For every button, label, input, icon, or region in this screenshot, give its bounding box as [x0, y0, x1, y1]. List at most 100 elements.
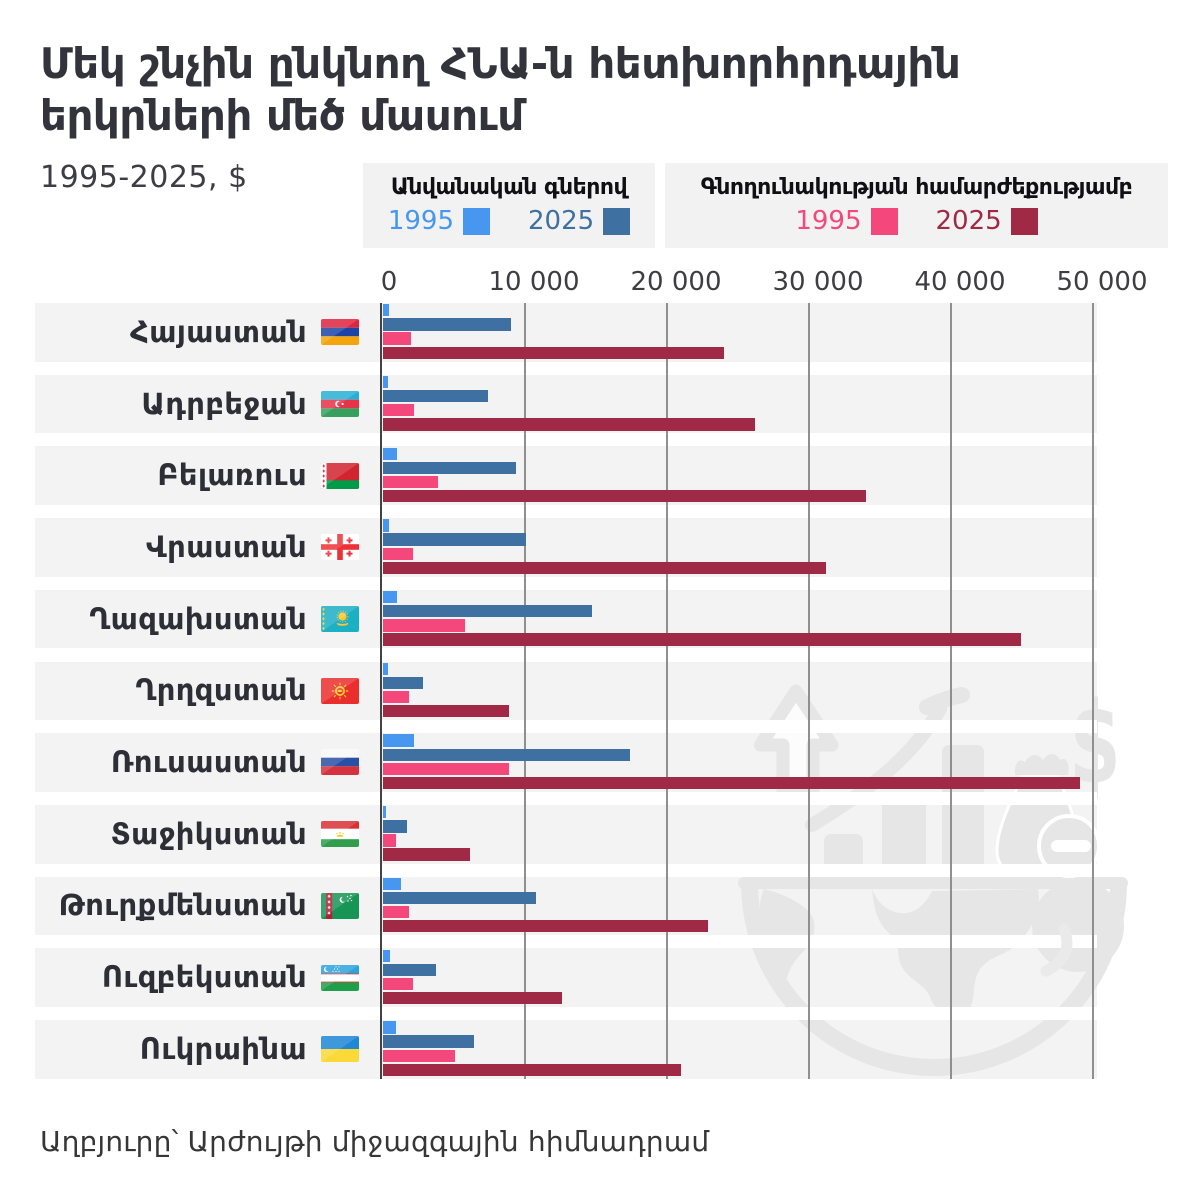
row-gap	[35, 791, 1097, 806]
flag-uz-icon	[321, 964, 359, 991]
x-axis-tick-label: 30 000	[772, 267, 864, 297]
row-gap	[35, 935, 1097, 949]
x-axis-tick-label: 0	[380, 267, 398, 297]
bar-ppp-1995	[383, 906, 409, 919]
bar-ppp-1995	[383, 762, 510, 775]
row-gap	[35, 505, 1097, 519]
bar-nominal-1995	[383, 591, 398, 604]
bar-nominal-1995	[383, 375, 388, 389]
bar-nominal-1995	[383, 734, 415, 747]
bar-ppp-1995	[383, 332, 412, 345]
flag-by-icon	[321, 462, 359, 489]
country-label: Ուզբեկստան	[101, 960, 307, 995]
globe-rim	[738, 877, 1128, 889]
legend-nominal: Անվանական գներով 1995 2025	[363, 163, 655, 248]
bar-nominal-1995	[383, 949, 391, 962]
bar-nominal-1995	[383, 877, 402, 891]
coin-stack-icon	[1032, 814, 1124, 972]
bar-nominal-2025	[383, 1035, 474, 1048]
chart-title-line2: երկրների մեծ մասում	[40, 91, 524, 140]
country-label: Հայաստան	[129, 314, 307, 349]
row-gap	[35, 648, 1097, 662]
flag-ua-icon	[321, 1036, 359, 1063]
bar-ppp-1995	[383, 690, 409, 704]
chart-title-line1: Մեկ շնչին ընկնող ՀՆԱ-ն հետխորհրդային	[40, 39, 961, 88]
y-axis-line	[380, 303, 383, 1079]
row-gap	[35, 1006, 1097, 1021]
country-label: Ուկրաինա	[139, 1031, 307, 1066]
flag-am-icon	[321, 319, 359, 346]
bar-ppp-1995	[383, 1049, 456, 1062]
bar-ppp-1995	[383, 619, 466, 632]
legend-year-label: 2025	[935, 206, 1002, 236]
bar-nominal-2025	[383, 748, 631, 761]
bar-nominal-1995	[383, 447, 398, 460]
bar-nominal-2025	[383, 461, 517, 475]
flag-kz-icon	[321, 606, 359, 633]
bar-ppp-2025	[383, 776, 1081, 790]
country-label: Ղրղզստան	[135, 673, 307, 708]
chart-title: Մեկ շնչին ընկնող ՀՆԱ-ն հետխորհրդային երկ…	[40, 38, 1050, 142]
legend-item-nominal-2025: 2025	[528, 206, 631, 236]
legend-swatch	[603, 207, 631, 235]
legend-swatch	[463, 207, 490, 235]
x-axis-tick-label: 20 000	[630, 267, 722, 297]
x-axis-tick-label: 50 000	[1056, 267, 1148, 297]
bar-ppp-1995	[383, 547, 413, 560]
legend-item-nominal-1995: 1995	[388, 206, 490, 236]
legend-ppp: Գնողունակության համարժեքությամբ 1995 2025	[665, 163, 1168, 248]
flag-tj-icon	[321, 821, 359, 848]
bar-nominal-2025	[383, 318, 511, 331]
country-label: Թուրքմենստան	[58, 888, 307, 923]
bar-nominal-2025	[383, 963, 436, 976]
flag-az-icon	[321, 390, 359, 417]
bar-ppp-2025	[383, 920, 709, 933]
bar-ppp-2025	[383, 848, 470, 861]
chart-subtitle: 1995-2025, $	[40, 160, 248, 195]
bar-ppp-2025	[383, 489, 866, 503]
bar-ppp-2025	[383, 1063, 682, 1076]
bar-nominal-1995	[383, 662, 388, 676]
bar-ppp-1995	[383, 834, 397, 847]
country-label: Ռուսաստան	[110, 745, 307, 780]
legend-year-label: 1995	[387, 206, 454, 236]
bar-nominal-2025	[383, 390, 489, 403]
legend-year-label: 1995	[795, 206, 862, 236]
x-axis-tick-label: 10 000	[488, 267, 580, 297]
bar-nominal-1995	[383, 1021, 397, 1034]
gridline	[524, 303, 526, 1079]
trend-arrowhead-icon	[919, 687, 970, 715]
country-label: Ադրբեջան	[141, 386, 307, 421]
legend-swatch	[870, 207, 898, 235]
flag-ru-icon	[321, 749, 359, 776]
flag-ge-icon	[321, 534, 359, 561]
bar-nominal-1995	[383, 519, 390, 532]
watermark-swoosh-icon	[1040, 923, 1073, 977]
row-gap	[35, 863, 1097, 877]
bar-nominal-2025	[383, 820, 408, 833]
gridline	[666, 303, 668, 1079]
bar-ppp-2025	[383, 991, 562, 1005]
svg-text:$: $	[1069, 679, 1120, 809]
bar-nominal-2025	[383, 891, 537, 905]
row-gap	[35, 720, 1097, 734]
bar-ppp-1995	[383, 977, 413, 991]
bar-nominal-1995	[383, 304, 389, 317]
legend-nominal-title: Անվանական գներով	[390, 175, 628, 200]
gridline	[1092, 303, 1094, 1079]
bar-nominal-2025	[383, 533, 527, 546]
bar-ppp-2025	[383, 418, 756, 431]
flag-tm-icon	[321, 892, 359, 919]
row-gap	[35, 576, 1097, 590]
x-axis-tick-label: 40 000	[914, 267, 1006, 297]
bar-ppp-2025	[383, 705, 510, 718]
legend-ppp-title: Գնողունակության համարժեքությամբ	[700, 175, 1133, 200]
dollar-sign-icon: $	[1069, 679, 1120, 809]
bar-nominal-1995	[383, 806, 387, 819]
bar-ppp-1995	[383, 404, 415, 417]
bar-ppp-2025	[383, 346, 724, 359]
source-note: Աղբյուրը՝ Արժույթի միջազգային հիմնադրամ	[40, 1125, 710, 1158]
gridline	[808, 303, 810, 1079]
bar-ppp-2025	[383, 561, 827, 574]
gridline	[950, 303, 952, 1079]
